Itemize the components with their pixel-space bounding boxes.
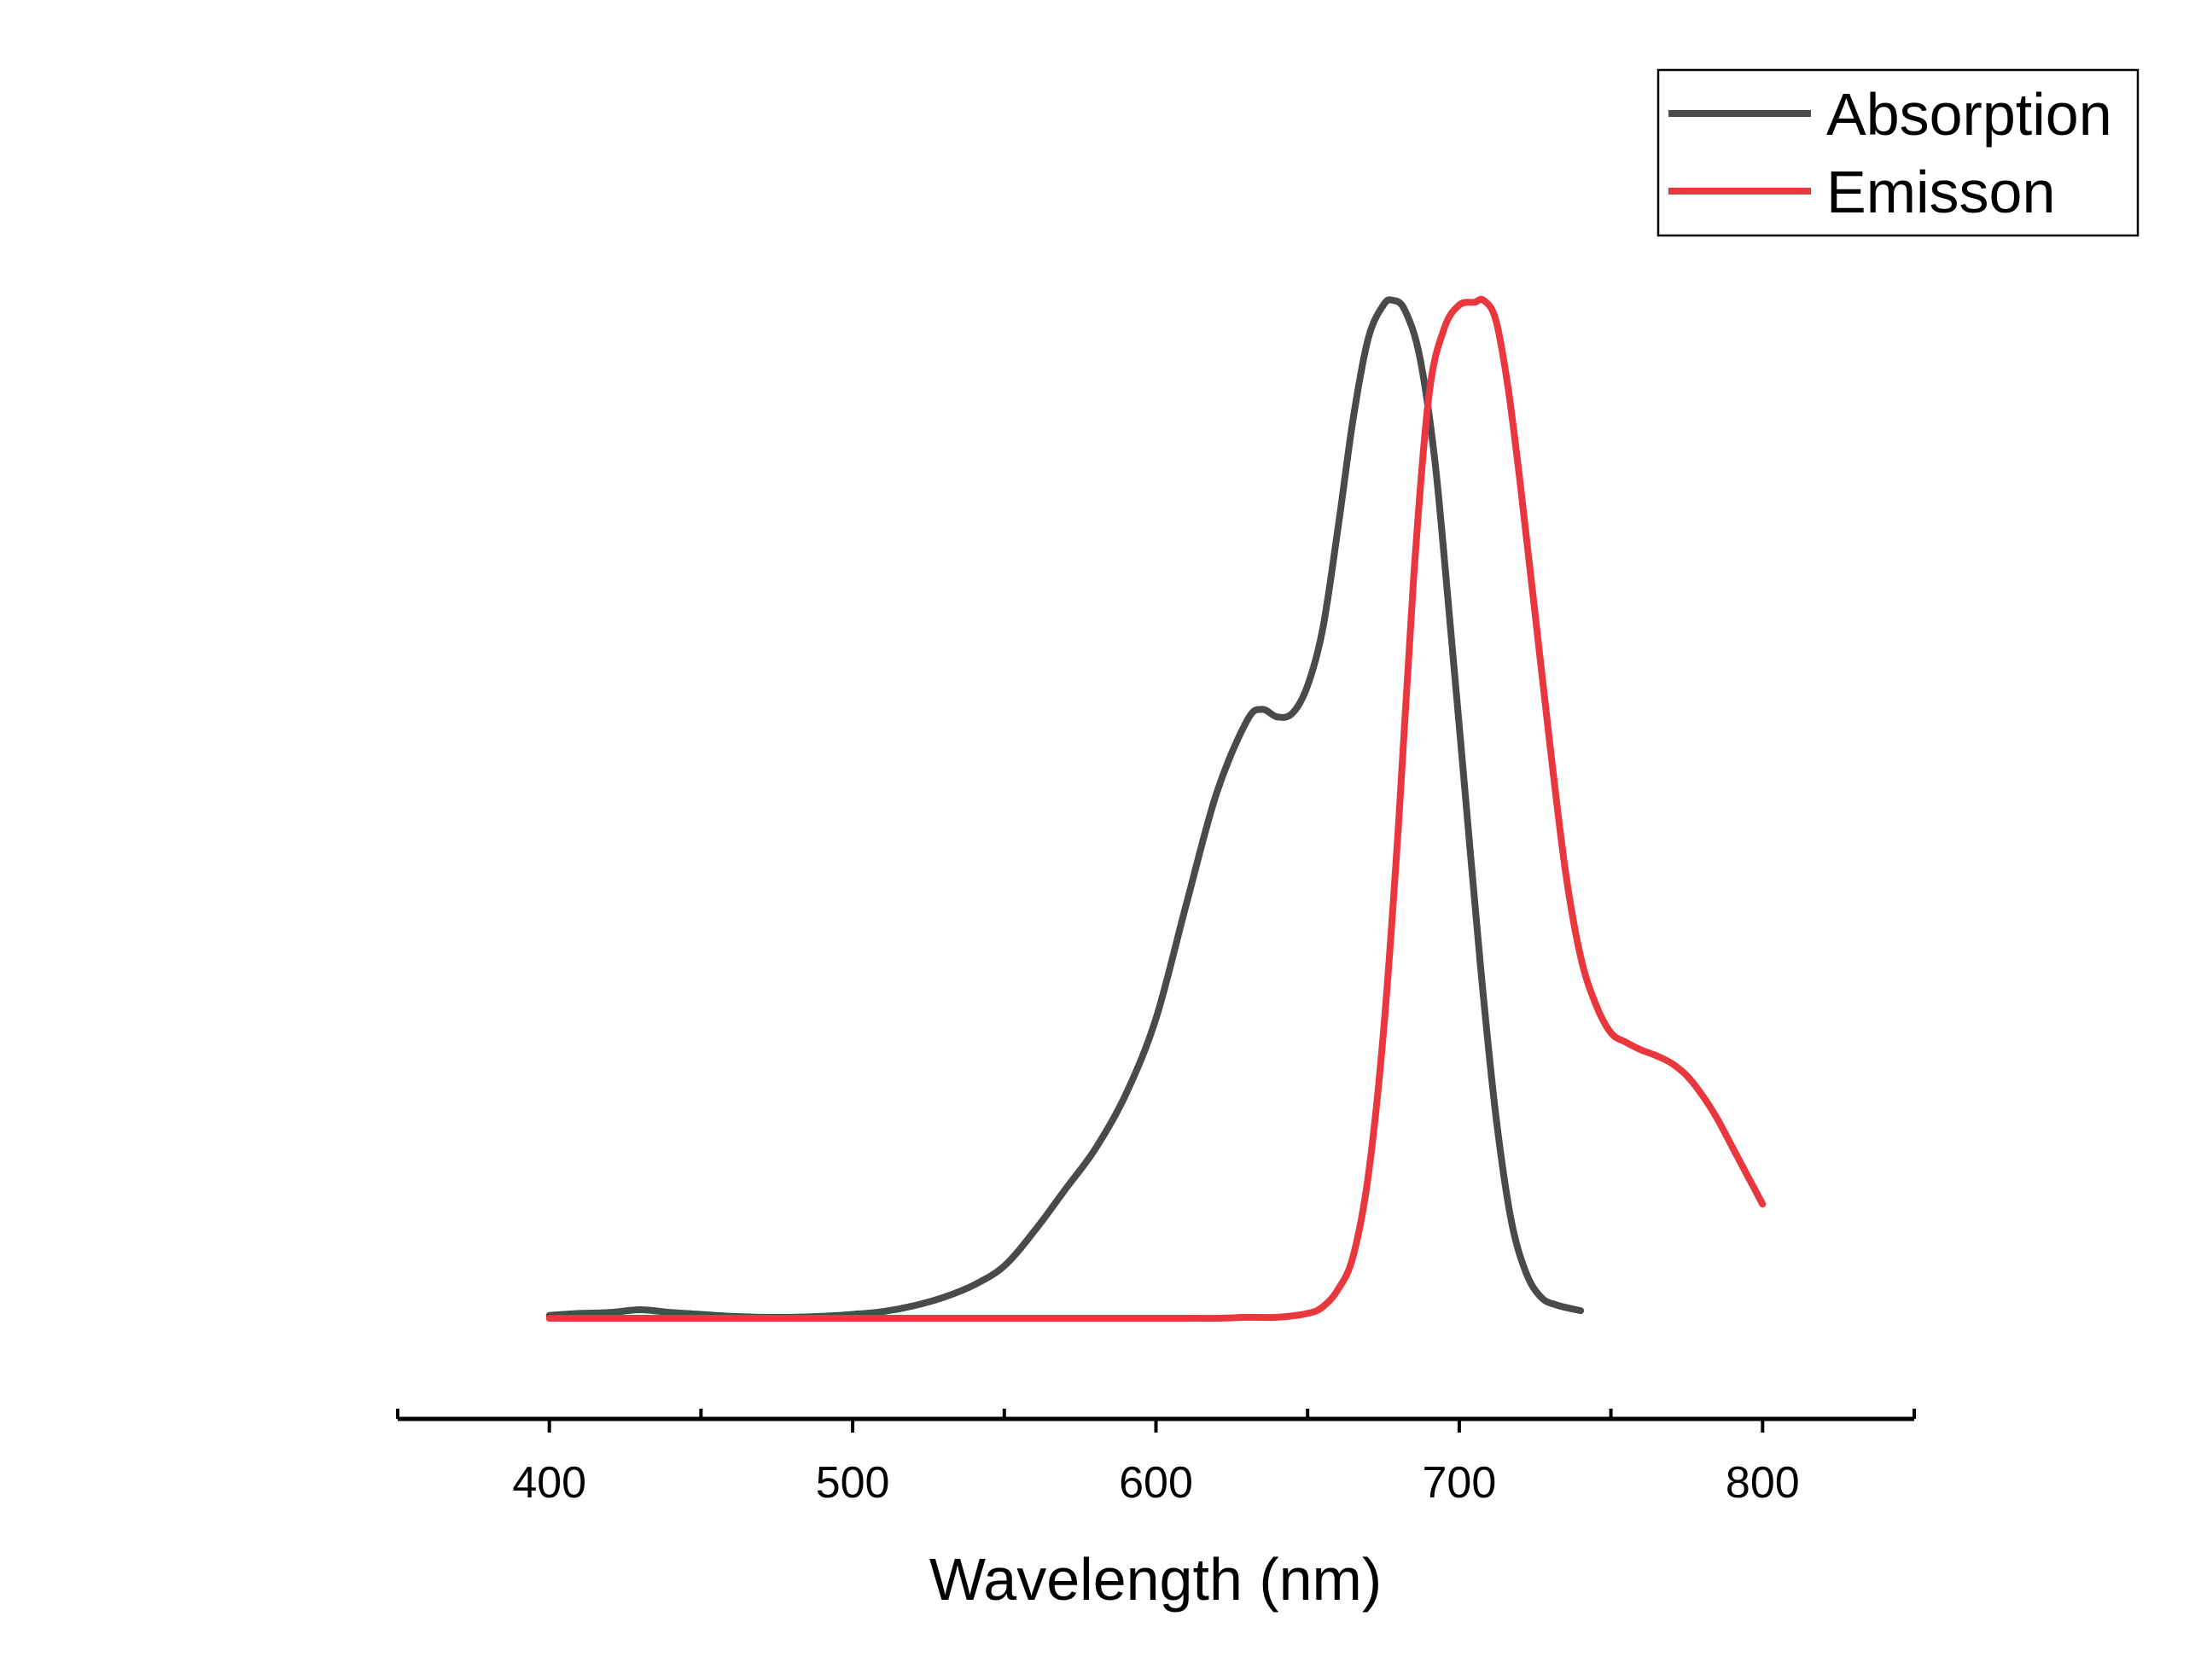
series-line-emisson [545, 295, 1767, 1322]
legend: Absorption Emisson [1656, 68, 2140, 237]
x-tick-label-700: 700 [1423, 1458, 1497, 1508]
x-axis: 400 500 600 700 800 Wavelength (nm) [396, 1409, 1916, 1613]
x-axis-ticks: 400 500 600 700 800 [396, 1409, 1916, 1508]
legend-label-emisson: Emisson [1826, 159, 2055, 225]
series-lines [545, 295, 1767, 1322]
x-axis-title: Wavelength (nm) [929, 1546, 1382, 1613]
x-tick-label-600: 600 [1119, 1458, 1193, 1508]
x-tick-label-800: 800 [1726, 1458, 1800, 1508]
legend-box [1656, 68, 2140, 237]
legend-label-absorption: Absorption [1826, 81, 2112, 148]
x-tick-label-500: 500 [816, 1458, 890, 1508]
x-tick-label-400: 400 [512, 1458, 586, 1508]
